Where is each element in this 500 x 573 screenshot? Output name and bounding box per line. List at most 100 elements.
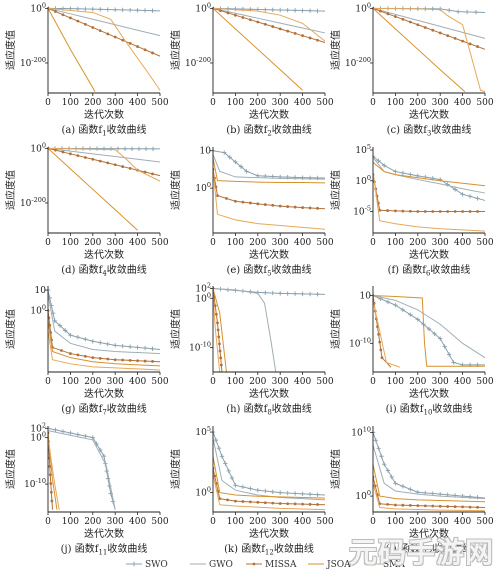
x-tick-label: 300 (107, 98, 124, 108)
x-tick-label: 200 (249, 238, 266, 248)
x-tick-label: 200 (249, 98, 266, 108)
data-point (292, 491, 298, 496)
data-point (438, 336, 443, 341)
data-point (60, 429, 66, 434)
y-tick-label: 10 (35, 286, 47, 296)
data-point (278, 27, 282, 31)
y-tick-label: 100 (195, 181, 211, 194)
x-tick-label: 300 (432, 377, 449, 387)
x-tick-label: 100 (62, 98, 79, 108)
data-point (461, 210, 464, 213)
x-tick-label: 200 (249, 517, 266, 527)
series-line-jsoa (373, 295, 485, 367)
series-line-missa (373, 7, 486, 50)
series-group (213, 286, 326, 373)
data-point (136, 359, 140, 363)
data-point (227, 155, 232, 160)
x-tick-label: 100 (62, 377, 79, 387)
data-point (461, 505, 464, 509)
data-point (394, 209, 397, 213)
data-point (380, 356, 384, 360)
data-point (136, 146, 142, 152)
data-point (308, 502, 312, 506)
x-tick-label: 400 (294, 238, 311, 248)
data-point (91, 26, 95, 29)
data-point (233, 483, 238, 488)
data-point (129, 146, 135, 151)
y-tick-label: 10-200 (20, 196, 46, 209)
x-axis-label: 迭代次数 (84, 248, 124, 261)
subplot-caption: (h) 函数f8收敛曲线 (226, 402, 312, 417)
data-point (378, 208, 382, 212)
series-line-jsoa (48, 147, 138, 231)
data-point (468, 505, 472, 509)
data-point (98, 356, 102, 360)
data-point (446, 210, 450, 213)
subplot-caption: (i) 函数f10收敛曲线 (386, 402, 473, 417)
data-point (256, 20, 260, 24)
data-point (54, 10, 57, 13)
data-point (234, 13, 237, 17)
series-line-sma (48, 147, 161, 182)
series-line-gwo (213, 154, 326, 180)
data-point (131, 561, 137, 567)
data-point (252, 562, 256, 566)
data-point (438, 6, 443, 12)
data-point (401, 17, 405, 21)
series-line-sma (213, 293, 221, 373)
y-tick-label: 105 (195, 425, 211, 438)
x-tick-label: 500 (316, 377, 333, 387)
series-line-gwo (48, 430, 116, 510)
data-point (98, 159, 102, 163)
y-axis-label: 适应度值 (4, 170, 17, 210)
data-point (216, 328, 220, 332)
x-tick-label: 500 (476, 517, 493, 527)
y-tick-label: 100 (355, 1, 371, 14)
data-point (214, 312, 218, 316)
series-line-swo (373, 155, 486, 201)
data-point (75, 334, 81, 340)
series-line-gwo (373, 444, 486, 500)
data-point (373, 438, 378, 443)
data-point (408, 172, 413, 177)
data-point (300, 491, 305, 497)
data-point (83, 6, 88, 12)
data-point (142, 8, 148, 13)
subplot-caption: (k) 函数f12收敛曲线 (224, 542, 314, 557)
data-point (135, 8, 140, 13)
data-point (143, 146, 149, 152)
x-tick-label: 300 (272, 98, 289, 108)
data-point (476, 505, 479, 509)
y-tick-label: 10-200 (20, 56, 46, 69)
y-tick-label: 100 (355, 174, 371, 187)
data-point (263, 22, 267, 26)
data-point (382, 462, 387, 467)
x-tick-label: 0 (370, 238, 376, 248)
y-tick-label: 10-10 (24, 477, 46, 490)
x-tick-label: 400 (129, 377, 146, 387)
data-point (393, 302, 398, 308)
data-point (241, 200, 245, 204)
series-group (373, 154, 486, 232)
data-point (400, 170, 406, 176)
data-point (113, 35, 117, 39)
x-tick-label: 300 (107, 377, 124, 387)
x-tick-label: 400 (454, 98, 471, 108)
series-line-swo (48, 7, 161, 12)
data-point (308, 206, 312, 210)
legend-label: MISSA (265, 560, 297, 570)
data-point (226, 11, 230, 15)
x-tick-label: 500 (151, 517, 168, 527)
data-point (400, 307, 406, 313)
series-group (373, 293, 486, 368)
data-point (76, 154, 80, 158)
x-tick-label: 0 (45, 98, 51, 108)
data-point (48, 465, 52, 468)
data-point (83, 433, 88, 439)
data-point (270, 290, 275, 296)
data-point (416, 210, 420, 213)
data-point (286, 502, 290, 506)
data-point (101, 146, 107, 151)
